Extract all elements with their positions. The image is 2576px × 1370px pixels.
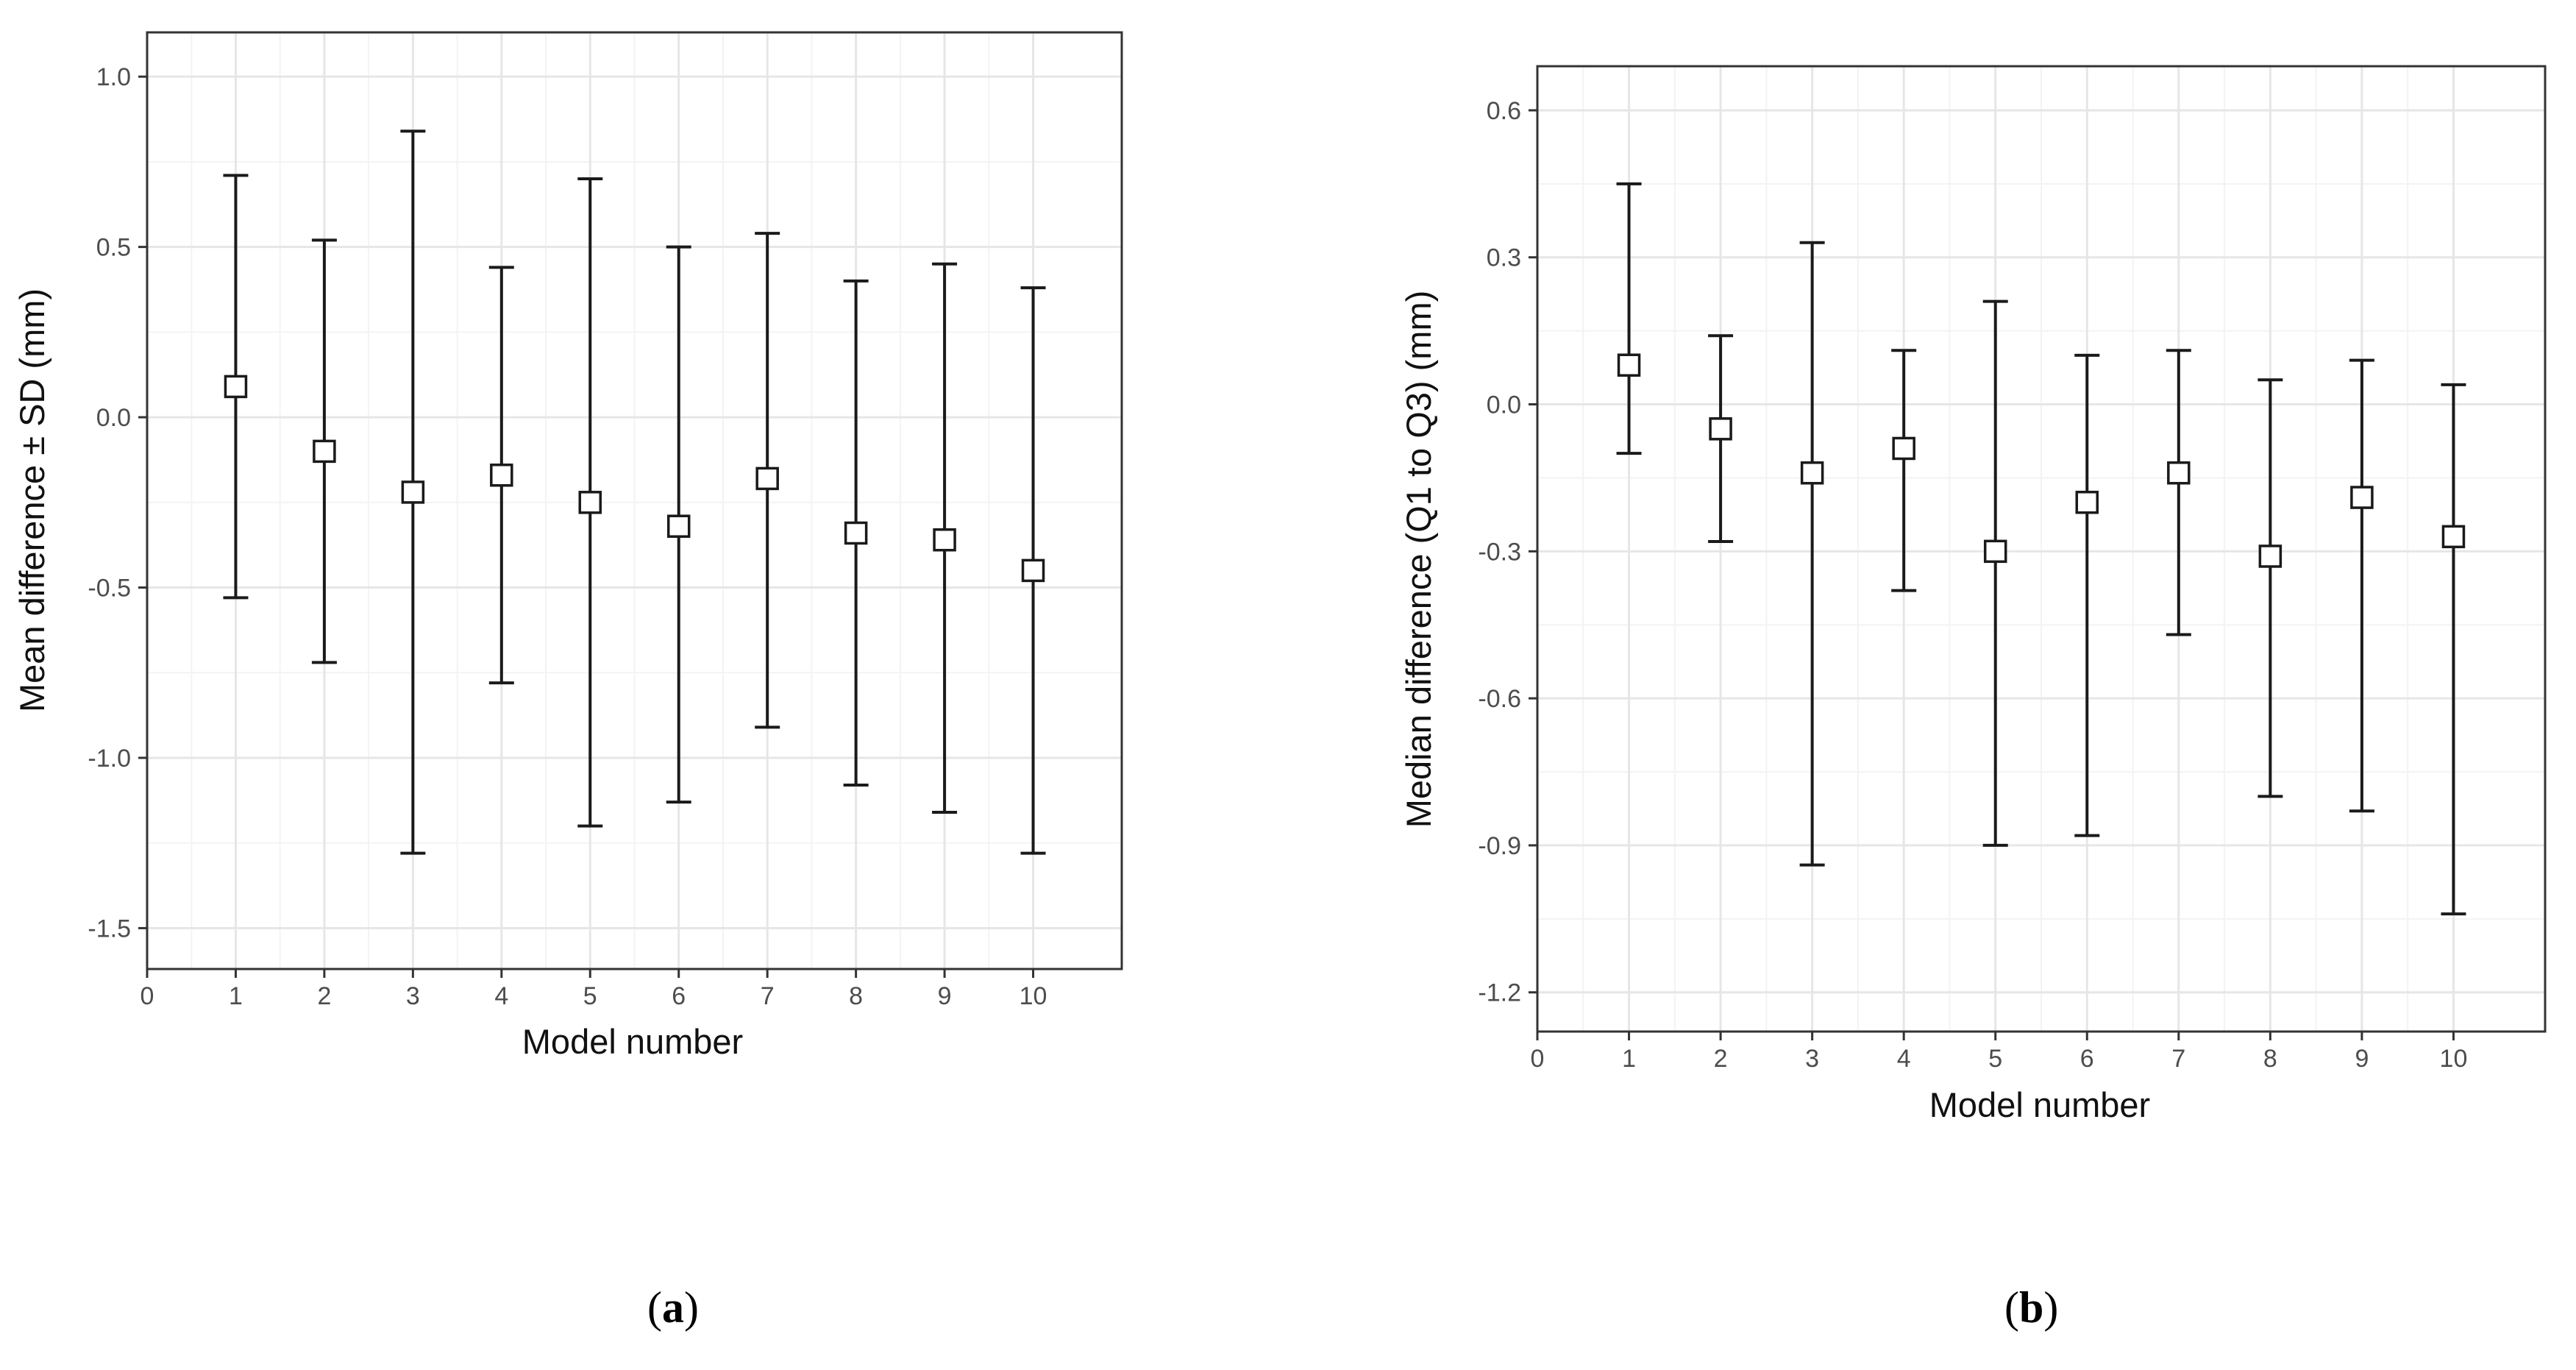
x-tick-label: 6 [2080, 1045, 2094, 1073]
point-marker [2167, 461, 2191, 485]
data-point-b-3 [1799, 241, 1825, 867]
x-tick-label: 2 [1714, 1045, 1728, 1073]
data-point-a-2 [311, 238, 337, 664]
y-tick-label: 0.0 [1487, 391, 1521, 419]
point-marker [2258, 544, 2283, 568]
y-tick-label: -0.6 [1478, 685, 1521, 713]
plot-border [146, 31, 1123, 970]
y-tick-label: -1.0 [88, 745, 131, 773]
x-tick-label: 9 [2355, 1045, 2369, 1073]
point-marker [1983, 539, 2007, 564]
x-tick-label: 0 [140, 982, 154, 1010]
point-marker [755, 466, 779, 491]
y-tick-label: -0.5 [88, 575, 131, 603]
data-point-b-9 [2349, 358, 2374, 813]
y-tick-label: -1.2 [1478, 979, 1521, 1007]
plot-border [1536, 65, 2547, 1033]
point-marker [666, 514, 691, 538]
x-tick-label: 5 [583, 982, 597, 1010]
data-point-b-6 [2074, 353, 2100, 837]
data-point-b-10 [2441, 383, 2466, 916]
point-marker [2075, 490, 2099, 514]
panel-label-a: (a) [647, 1283, 699, 1332]
x-tick-label: 8 [849, 982, 863, 1010]
x-tick-label: 1 [229, 982, 243, 1010]
y-tick-label: 0.6 [1487, 97, 1521, 125]
y-tick-label: 1.0 [96, 63, 131, 91]
y-tick-label: -0.9 [1478, 832, 1521, 860]
x-tick-label: 6 [672, 982, 686, 1010]
point-marker [1800, 461, 1824, 485]
x-tick-label: 9 [938, 982, 952, 1010]
data-point-a-6 [666, 245, 691, 804]
x-axis-title: Model number [1929, 1085, 2150, 1124]
point-marker [933, 528, 956, 552]
data-point-a-5 [577, 177, 603, 828]
y-axis-title: Median difference (Q1 to Q3) (mm) [1399, 291, 1438, 828]
x-tick-label: 7 [2171, 1045, 2185, 1073]
point-marker [1709, 417, 1732, 441]
point-marker [844, 521, 868, 545]
data-point-a-7 [755, 232, 780, 729]
panel-letter: a [662, 1283, 684, 1332]
x-tick-label: 10 [1020, 982, 1047, 1010]
point-marker [2441, 525, 2466, 549]
point-marker [224, 375, 248, 399]
point-marker [1617, 353, 1641, 377]
point-marker [313, 439, 336, 464]
data-point-b-4 [1891, 349, 1917, 592]
y-tick-label: 0.0 [96, 404, 131, 432]
point-marker [1021, 558, 1045, 583]
point-marker [490, 464, 513, 487]
x-tick-label: 4 [1897, 1045, 1911, 1073]
data-point-a-4 [488, 266, 514, 685]
x-tick-label: 5 [1988, 1045, 2002, 1073]
chart-panel-a: 0 1 2 3 4 5 6 7 8 9 10 -1.5 -1.0 -0.5 0.0 0.5 1.0 Model n… [13, 31, 1123, 1061]
x-tick-label: 1 [1622, 1045, 1636, 1073]
x-tick-label: 4 [494, 982, 508, 1010]
y-tick-label: -0.3 [1478, 538, 1521, 566]
data-point-b-7 [2166, 349, 2191, 636]
data-point-a-1 [223, 174, 249, 600]
data-point-a-9 [932, 262, 958, 814]
point-marker [2350, 486, 2374, 509]
data-point-b-8 [2257, 378, 2283, 798]
point-marker [578, 491, 602, 514]
point-marker [1892, 436, 1915, 461]
panel-letter: b [2019, 1283, 2043, 1332]
data-point-b-2 [1708, 334, 1734, 544]
data-point-a-8 [843, 279, 869, 787]
x-tick-label: 3 [1805, 1045, 1819, 1073]
chart-panel-b: 0 1 2 3 4 5 6 7 8 9 10 -1.2 -0.9 -0.6 -0.3 0.0 0.3 0.6 Mod… [1399, 65, 2547, 1124]
y-axis-title: Mean difference ± SD (mm) [13, 288, 51, 712]
x-tick-label: 0 [1531, 1045, 1545, 1073]
y-tick-label: 0.3 [1487, 244, 1521, 272]
x-tick-label: 3 [406, 982, 420, 1010]
data-point-a-10 [1020, 286, 1046, 855]
data-point-b-5 [1982, 299, 2008, 847]
y-tick-label: -1.5 [88, 915, 131, 943]
panel-label-b: (b) [2004, 1283, 2058, 1332]
x-axis-title: Model number [522, 1022, 743, 1061]
x-tick-label: 2 [317, 982, 331, 1010]
x-tick-label: 10 [2440, 1045, 2468, 1073]
point-marker [401, 480, 425, 504]
data-point-a-3 [400, 129, 426, 855]
y-tick-label: 0.5 [96, 234, 131, 262]
x-tick-label: 7 [761, 982, 775, 1010]
x-tick-label: 8 [2263, 1045, 2277, 1073]
data-point-b-1 [1616, 182, 1642, 455]
